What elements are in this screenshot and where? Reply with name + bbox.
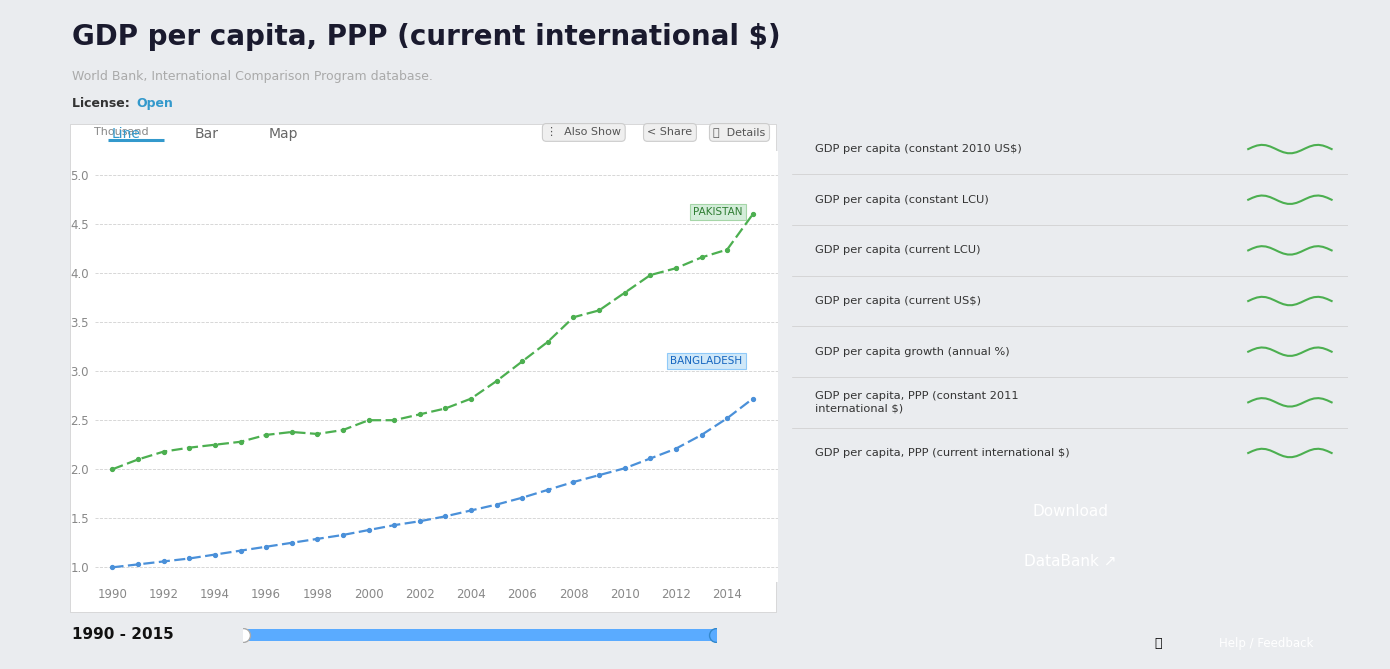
Text: License:: License: <box>72 97 135 110</box>
Text: GDP per capita (current US$): GDP per capita (current US$) <box>815 296 980 306</box>
Text: GDP per capita, PPP (constant 2011
international $): GDP per capita, PPP (constant 2011 inter… <box>815 391 1017 413</box>
Text: GDP per capita (current LCU): GDP per capita (current LCU) <box>815 246 980 256</box>
Bar <box>243 629 716 641</box>
Text: GDP per capita (constant 2010 US$): GDP per capita (constant 2010 US$) <box>815 144 1022 154</box>
Text: ⓘ  Details: ⓘ Details <box>713 128 766 137</box>
Text: DataBank ↗: DataBank ↗ <box>1024 554 1116 569</box>
Text: PAKISTAN: PAKISTAN <box>694 207 742 217</box>
Text: GDP per capita, PPP (current international $): GDP per capita, PPP (current internation… <box>72 23 781 52</box>
Text: ⋮  Also Show: ⋮ Also Show <box>546 128 621 137</box>
Text: BANGLADESH: BANGLADESH <box>670 357 742 367</box>
Text: Line: Line <box>111 127 140 141</box>
Text: Open: Open <box>136 97 174 110</box>
Text: Download: Download <box>1033 504 1108 518</box>
Text: Map: Map <box>268 127 297 141</box>
Text: Help / Feedback: Help / Feedback <box>1219 637 1314 650</box>
Text: GDP per capita (constant LCU): GDP per capita (constant LCU) <box>815 195 988 205</box>
Text: 1990 - 2015: 1990 - 2015 <box>72 627 174 642</box>
Text: < Share: < Share <box>648 128 692 137</box>
Text: World Bank, International Comparison Program database.: World Bank, International Comparison Pro… <box>72 70 434 83</box>
Text: Bar: Bar <box>195 127 218 141</box>
Text: GDP per capita growth (annual %): GDP per capita growth (annual %) <box>815 347 1009 357</box>
Text: Thousand: Thousand <box>95 126 149 136</box>
Text: GDP per capita, PPP (current international $): GDP per capita, PPP (current internation… <box>815 448 1069 458</box>
Text: 💬: 💬 <box>1155 637 1162 650</box>
